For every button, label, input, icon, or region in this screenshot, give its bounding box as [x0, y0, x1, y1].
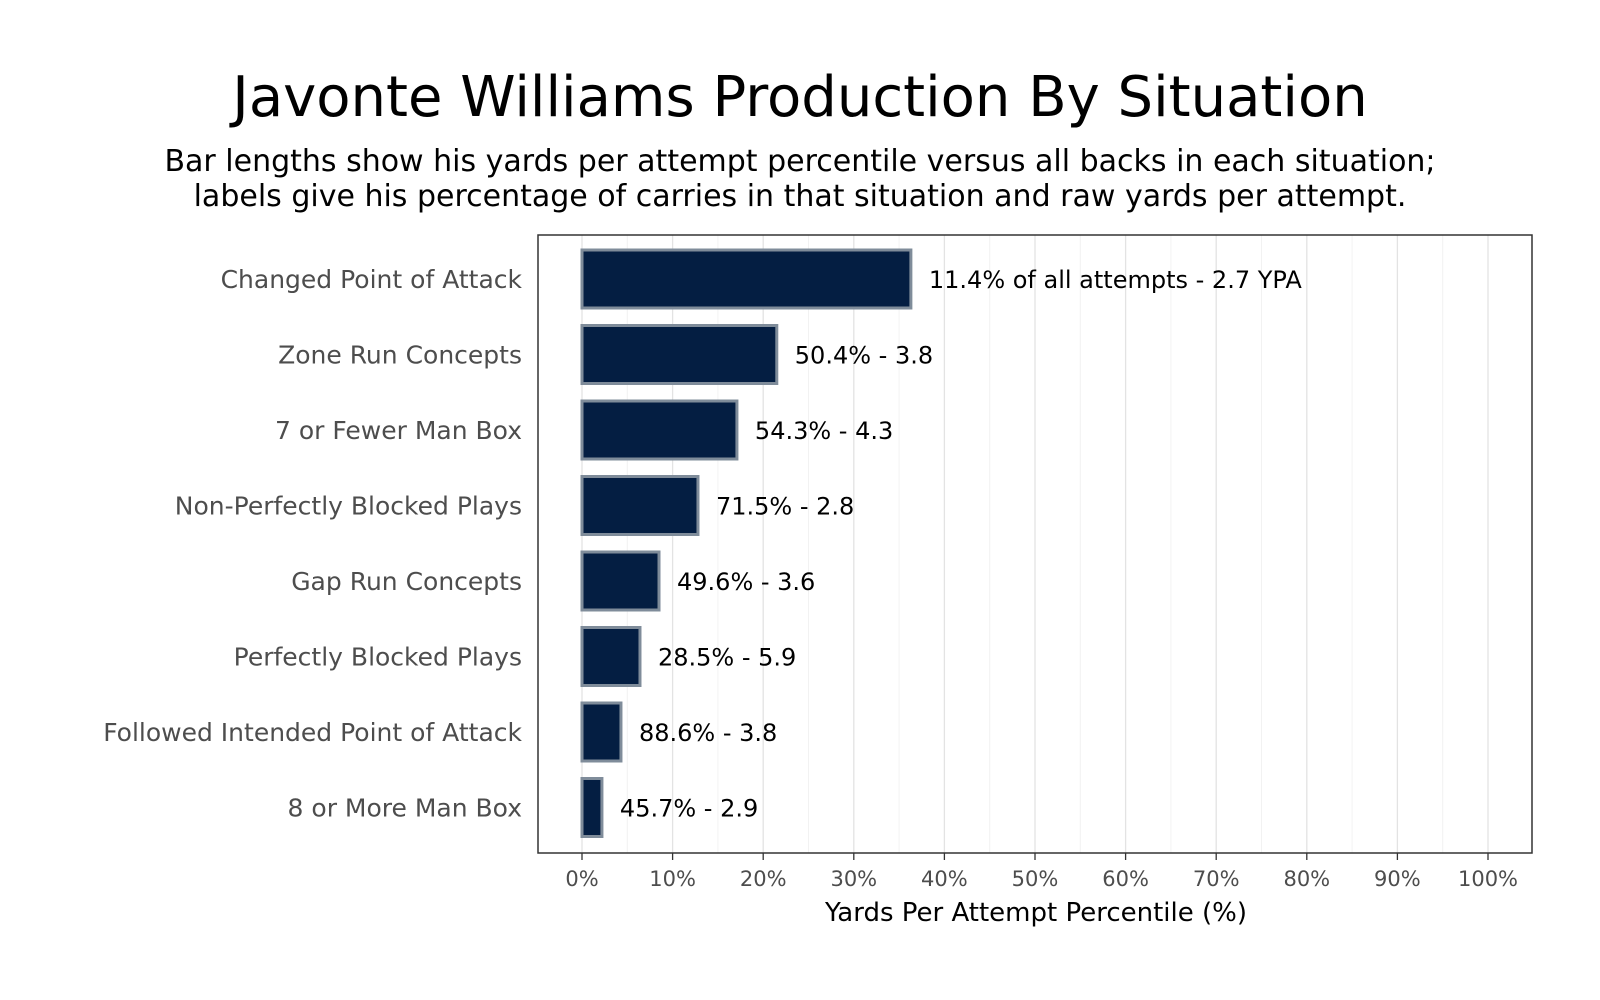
bar — [580, 777, 604, 838]
bar — [580, 475, 700, 536]
data-label: 49.6% - 3.6 — [677, 568, 815, 596]
data-labels: 11.4% of all attempts - 2.7 YPA 50.4% - 3… — [620, 266, 1302, 823]
category-label: Perfectly Blocked Plays — [234, 643, 522, 672]
chart-subtitle-line-1: Bar lengths show his yards per attempt p… — [164, 144, 1436, 179]
x-tick-label: 20% — [740, 867, 787, 891]
x-tick-label: 90% — [1374, 867, 1421, 891]
x-tick-label: 80% — [1283, 867, 1330, 891]
data-label: 54.3% - 4.3 — [755, 417, 893, 445]
x-tick-label: 100% — [1458, 867, 1518, 891]
chart-title: Javonte Williams Production By Situation — [232, 65, 1368, 130]
category-label: 8 or More Man Box — [288, 794, 522, 823]
x-tick-label: 70% — [1193, 867, 1240, 891]
category-label: Non-Perfectly Blocked Plays — [175, 492, 522, 521]
category-label: Changed Point of Attack — [221, 265, 523, 294]
bar — [580, 701, 623, 763]
x-tick-label: 0% — [565, 867, 598, 891]
bar — [580, 550, 661, 612]
data-label: 45.7% - 2.9 — [620, 795, 758, 823]
bar — [580, 324, 779, 385]
category-label: Gap Run Concepts — [291, 567, 522, 596]
category-label: Followed Intended Point of Attack — [103, 718, 522, 747]
data-label: 50.4% - 3.8 — [795, 342, 933, 370]
category-label: Zone Run Concepts — [278, 341, 522, 370]
x-tick-label: 40% — [921, 867, 968, 891]
data-label: 88.6% - 3.8 — [639, 719, 777, 747]
x-tick-label: 10% — [649, 867, 696, 891]
bar — [580, 626, 642, 687]
x-tick-label: 30% — [830, 867, 877, 891]
bar — [580, 399, 739, 461]
category-labels: Changed Point of Attack Zone Run Concepts… — [103, 265, 522, 823]
x-tick-label: 50% — [1012, 867, 1059, 891]
data-label: 11.4% of all attempts - 2.7 YPA — [929, 266, 1302, 294]
data-label: 71.5% - 2.8 — [716, 493, 854, 521]
x-axis-ticks: 0% 10% 20% 30% 40% 50% 60% 70% 80% 90% 100% — [565, 853, 1518, 891]
data-label: 28.5% - 5.9 — [658, 644, 796, 672]
category-label: 7 or Fewer Man Box — [275, 416, 522, 445]
bars — [580, 248, 913, 838]
chart-subtitle-line-2: labels give his percentage of carries in… — [193, 179, 1407, 214]
x-tick-label: 60% — [1102, 867, 1149, 891]
x-axis-title: Yards Per Attempt Percentile (%) — [824, 898, 1247, 928]
bar — [580, 248, 913, 310]
